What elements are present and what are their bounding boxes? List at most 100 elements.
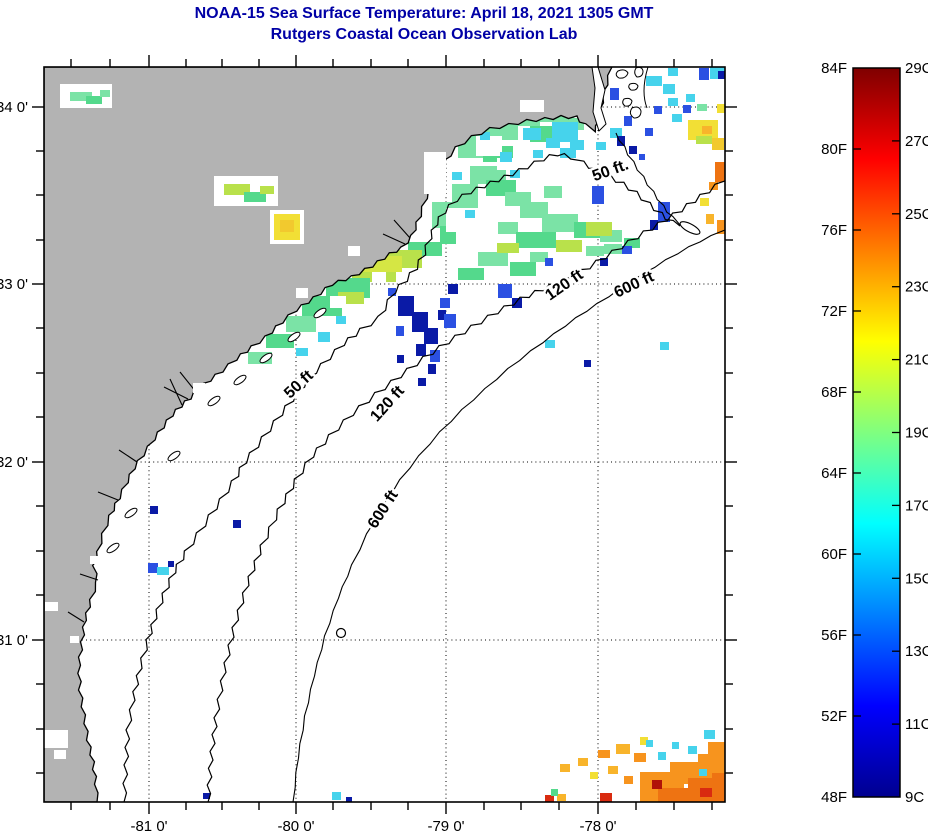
- sst-pixel-patch: [672, 114, 682, 122]
- sst-pixel-patch: [70, 636, 79, 643]
- sst-pixel-patch: [560, 764, 570, 772]
- y-tick-label: 31 0': [0, 632, 28, 649]
- barrier-island: [259, 352, 273, 364]
- marsh-island: [615, 69, 629, 79]
- barrier-islands: [106, 307, 327, 554]
- sst-pixel-patch: [683, 105, 691, 113]
- sst-pixel-patch: [148, 563, 158, 573]
- colorbar-fahrenheit-label: 64F: [821, 465, 847, 482]
- sst-pixel-patch: [520, 202, 548, 218]
- land-polygon: [44, 67, 613, 802]
- sst-pixel-patch: [718, 71, 725, 79]
- estuary-channels: [67, 67, 649, 623]
- sst-pixel-patch: [86, 96, 102, 104]
- colorbar-fahrenheit-label: 48F: [821, 789, 847, 806]
- sst-pixel-patch: [697, 104, 707, 111]
- sst-pixel-patch: [652, 780, 662, 789]
- x-tick-label: -81 0': [130, 818, 167, 832]
- contour-depth-label: 120 ft: [542, 266, 587, 304]
- sst-pixel-patch: [203, 793, 210, 799]
- sst-pixel-patch: [650, 220, 658, 230]
- barrier-island: [207, 395, 221, 407]
- page-title: NOAA-15 Sea Surface Temperature: April 1…: [195, 5, 654, 22]
- sst-pixel-patch: [622, 246, 632, 254]
- sst-pixel-patch: [480, 132, 490, 140]
- sst-pixel-patch: [646, 740, 653, 747]
- sst-pixel-patch: [586, 246, 604, 256]
- sst-pixel-patch: [465, 210, 475, 218]
- sst-pixel-patch: [90, 556, 101, 564]
- sst-pixel-patch: [260, 186, 274, 194]
- sst-pixel-patch: [424, 328, 438, 344]
- sst-pixel-patch: [717, 104, 725, 113]
- sst-pixel-patch: [672, 742, 679, 749]
- colorbar-celsius-label: 27C: [905, 133, 928, 150]
- colorbar-fahrenheit-label: 72F: [821, 303, 847, 320]
- shoal-island: [679, 221, 701, 235]
- sst-pixel-patch: [418, 378, 426, 386]
- barrier-island: [106, 542, 120, 554]
- sst-pixel-patch: [658, 752, 666, 760]
- sst-pixel-patch: [478, 252, 508, 266]
- sst-pixel-patch: [336, 316, 346, 324]
- sst-pixel-patch: [708, 742, 725, 758]
- colorbar-fahrenheit-label: 52F: [821, 708, 847, 725]
- sst-pixel-patch: [498, 284, 512, 298]
- colorbar-celsius-label: 19C: [905, 425, 928, 442]
- sst-pixel-patch: [557, 794, 566, 801]
- map-frame: [43, 66, 726, 803]
- sst-pixel-patch: [663, 84, 675, 94]
- sst-pixel-patch: [654, 106, 662, 114]
- sst-pixel-patch: [440, 298, 450, 308]
- sst-pixel-patch: [629, 146, 637, 154]
- y-tick-label: 34 0': [0, 99, 28, 116]
- sst-pixel-patch: [332, 792, 341, 800]
- sst-pixel-patch: [545, 258, 553, 266]
- axis-labels: -81 0' -80 0' -79 0' -78 0' 34 0' 33 0' 32 0' 3…: [0, 99, 617, 832]
- sst-pixel-patch: [600, 793, 612, 802]
- sst-pixel-patch: [616, 744, 630, 754]
- colorbar-fahrenheit-label: 76F: [821, 222, 847, 239]
- sst-pixel-patch: [70, 92, 92, 101]
- colorbar-celsius-label: 25C: [905, 206, 928, 223]
- sst-pixel-patch: [578, 758, 588, 766]
- sst-pixel-patch: [44, 730, 68, 748]
- colorbar-celsius-label: 13C: [905, 643, 928, 660]
- sst-pixel-patch: [497, 243, 519, 253]
- axis-ticks: [32, 55, 737, 814]
- sst-pixel-patch: [448, 284, 458, 294]
- cape-fear-river: [591, 67, 607, 132]
- contour-shoal-line: [615, 132, 681, 226]
- sst-pixel-patch: [388, 288, 396, 296]
- barrier-island: [233, 374, 247, 386]
- sst-pixel-patch: [296, 348, 308, 356]
- sst-pixel-patch: [658, 202, 670, 222]
- sst-pixel-patch: [658, 788, 690, 802]
- colorbar-celsius-label: 11C: [905, 716, 928, 733]
- sst-pixel-patch: [95, 690, 105, 698]
- sst-pixel-patch: [617, 136, 625, 146]
- sst-pixel-patch: [412, 312, 428, 332]
- temperature-colorbar: 84F 80F 76F 72F 68F 64F 60F 56F 52F 48F 29C 27C 25C 2…: [821, 60, 928, 806]
- sst-pixel-patch: [330, 296, 346, 308]
- sst-pixel-patch: [452, 172, 462, 180]
- sst-pixel-patch: [45, 602, 58, 611]
- sst-pixel-patch: [660, 342, 669, 350]
- marsh-island: [629, 106, 642, 119]
- sst-pixel-patch: [296, 288, 308, 298]
- sst-pixel-patch: [545, 340, 555, 348]
- sst-pixel-patch: [598, 750, 610, 758]
- barrier-island: [167, 450, 181, 462]
- sst-pixel-patch: [428, 364, 436, 374]
- sst-pixel-patch: [397, 355, 404, 363]
- sst-pixel-patch: [438, 310, 446, 320]
- sst-pixel-patch: [512, 298, 522, 308]
- y-tick-label: 33 0': [0, 276, 28, 293]
- sst-pixel-patch: [596, 142, 606, 150]
- sst-pixel-patch: [498, 222, 518, 234]
- contour-depth-label: 120 ft: [367, 382, 408, 425]
- sst-pixel-patch: [542, 214, 578, 232]
- barrier-island: [287, 331, 301, 343]
